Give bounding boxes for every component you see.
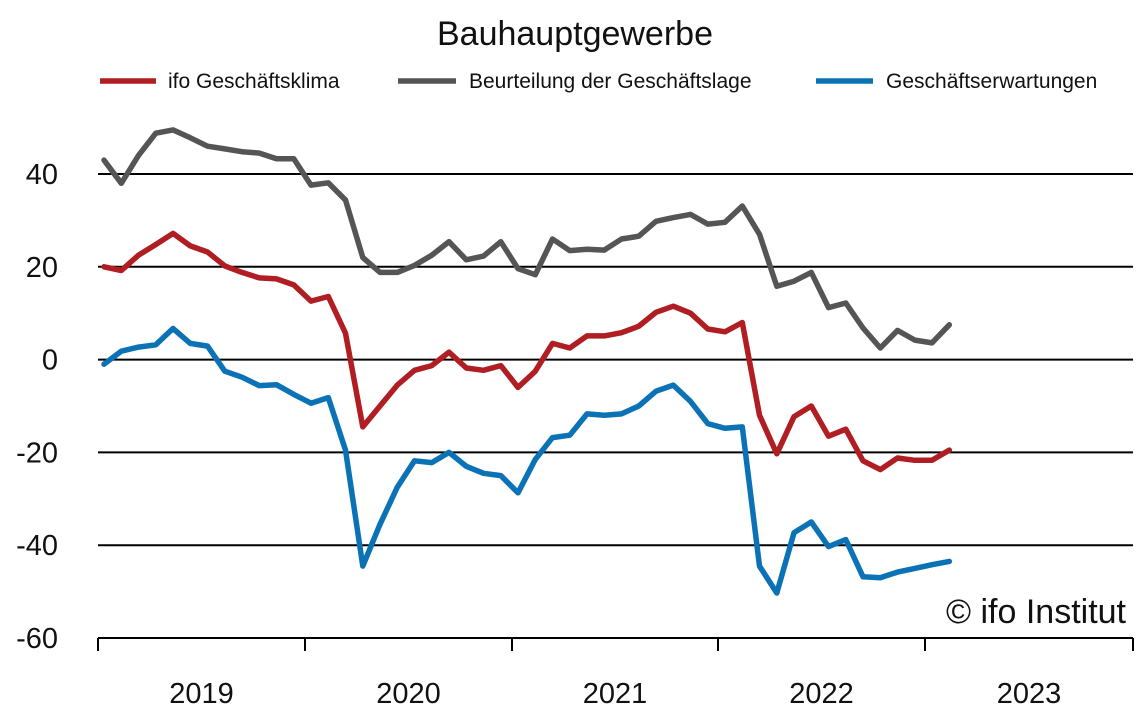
legend-label: Beurteilung der Geschäftslage <box>469 70 752 93</box>
x-tick-label: 2019 <box>169 678 234 710</box>
legend-label: Geschäftserwartungen <box>886 70 1097 93</box>
y-tick-label: 0 <box>42 345 58 377</box>
chart-title: Bauhauptgewerbe <box>437 15 713 53</box>
y-tick-label: -40 <box>16 530 58 562</box>
series-line <box>101 230 953 473</box>
legend-label: ifo Geschäftsklima <box>168 70 340 93</box>
series-line <box>101 127 953 351</box>
y-tick-label: -20 <box>16 437 58 469</box>
x-tick-label: 2022 <box>789 678 854 710</box>
legend: ifo Geschäftsklima Beurteilung der Geschä… <box>100 70 1097 93</box>
x-axis: 2019 2020 2021 2022 2023 <box>97 637 1134 710</box>
y-axis-tick-labels: 40 20 0 -20 -40 -60 <box>16 159 58 655</box>
x-tick-label: 2021 <box>583 678 648 710</box>
copyright-notice: © ifo Institut <box>946 593 1127 631</box>
x-tick-label: 2023 <box>997 678 1062 710</box>
y-tick-label: 40 <box>26 159 58 191</box>
y-tick-label: 20 <box>26 252 58 284</box>
gridlines <box>98 173 1133 547</box>
series-lines <box>101 127 953 596</box>
x-tick-label: 2020 <box>376 678 441 710</box>
y-tick-label: -60 <box>16 623 58 655</box>
series-line <box>101 325 953 596</box>
